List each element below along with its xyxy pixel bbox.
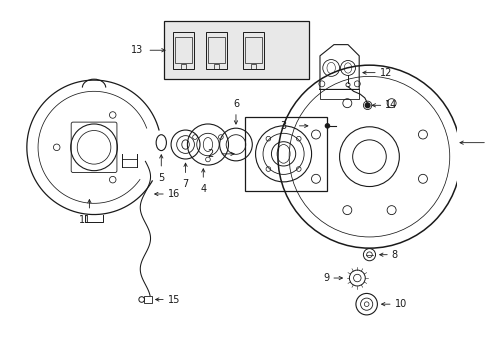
Bar <box>243 32 264 69</box>
Bar <box>213 64 219 69</box>
Bar <box>173 32 194 69</box>
Bar <box>175 37 192 63</box>
Bar <box>205 32 226 69</box>
Circle shape <box>325 124 329 128</box>
Text: 2: 2 <box>207 149 213 159</box>
Text: 4: 4 <box>200 184 206 194</box>
Bar <box>245 117 327 191</box>
Bar <box>144 296 152 303</box>
Text: 3: 3 <box>280 121 286 131</box>
Text: 11: 11 <box>79 215 91 225</box>
Bar <box>245 37 262 63</box>
Text: 10: 10 <box>394 299 406 309</box>
Circle shape <box>365 103 369 108</box>
Bar <box>319 89 359 99</box>
Text: 9: 9 <box>323 273 328 283</box>
Bar <box>250 64 256 69</box>
Text: 12: 12 <box>379 68 391 78</box>
Bar <box>164 21 308 79</box>
Text: 13: 13 <box>131 45 143 55</box>
Text: 15: 15 <box>167 294 180 305</box>
Text: 14: 14 <box>385 100 397 110</box>
Text: 6: 6 <box>232 99 239 109</box>
Text: 7: 7 <box>182 179 188 189</box>
Text: 5: 5 <box>158 172 164 183</box>
Text: 8: 8 <box>391 250 397 260</box>
Text: 16: 16 <box>167 189 180 199</box>
Bar <box>207 37 224 63</box>
Bar <box>181 64 186 69</box>
